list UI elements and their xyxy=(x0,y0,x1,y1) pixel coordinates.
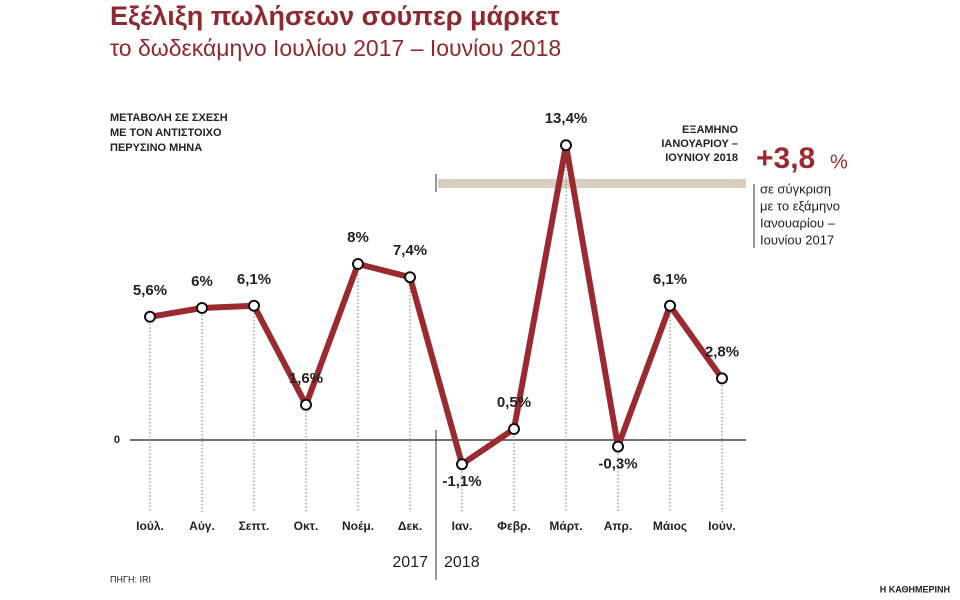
point xyxy=(352,258,364,270)
point xyxy=(248,299,260,312)
chart-subtitle: το δωδεκάμηνο Ιουλίου 2017 – Ιουνίου 201… xyxy=(110,35,561,61)
comparison-note: σε σύγκριση xyxy=(760,181,831,196)
period-note: ΙΟΥΝΙΟΥ 2018 xyxy=(665,152,738,164)
credit: Η ΚΑΘΗΜΕΡΙΝΗ xyxy=(880,584,950,594)
data-label: 13,4% xyxy=(545,110,588,127)
period-note: ΙΑΝΟΥΑΡΙΟΥ – xyxy=(661,138,738,150)
x-tick-label: Οκτ. xyxy=(294,519,319,533)
axis-note: ΠΕΡΥΣΙΝΟ ΜΗΝΑ xyxy=(110,142,202,154)
comparison-note: με το εξάμηνο xyxy=(760,198,840,213)
year-label: 2018 xyxy=(444,554,480,571)
comparison-note: Ιουνίου 2017 xyxy=(760,232,834,247)
point xyxy=(560,139,572,152)
x-tick-label: Ιαν. xyxy=(452,519,473,533)
summary-unit: % xyxy=(830,151,848,173)
x-tick-label: Δεκ. xyxy=(398,519,422,533)
y-tick-label: 0 xyxy=(114,434,120,446)
point xyxy=(664,299,676,312)
data-label: 6% xyxy=(191,273,213,290)
point xyxy=(300,398,312,411)
point xyxy=(144,310,156,323)
data-label: 7,4% xyxy=(393,242,427,259)
x-tick-label: Ιούν. xyxy=(708,519,736,533)
data-label: 5,6% xyxy=(133,282,167,299)
data-label: 0,5% xyxy=(497,394,531,411)
data-label: -0,3% xyxy=(598,456,637,473)
period-note: ΕΞΑΜΗΝΟ xyxy=(682,124,738,136)
x-tick-label: Ιούλ. xyxy=(136,519,164,533)
point xyxy=(508,423,520,435)
point xyxy=(196,302,208,314)
x-tick-label: Φεβρ. xyxy=(497,519,531,533)
period-band xyxy=(438,179,746,188)
point xyxy=(612,440,624,453)
data-label: -1,1% xyxy=(442,473,481,490)
x-tick-label: Απρ. xyxy=(604,519,633,533)
point xyxy=(456,458,468,471)
source: ΠΗΓΗ: IRI xyxy=(110,574,151,584)
axis-note: ΜΕΤΑΒΟΛΗ ΣΕ ΣΧΕΣΗ xyxy=(110,112,228,124)
data-label: 6,1% xyxy=(653,271,687,288)
x-tick-label: Μάρτ. xyxy=(549,519,582,533)
x-tick-label: Σεπτ. xyxy=(239,519,270,533)
year-label: 2017 xyxy=(392,554,428,571)
x-tick-label: Νοέμ. xyxy=(342,519,374,533)
comparison-note: Ιανουαρίου – xyxy=(760,215,836,230)
point xyxy=(404,271,416,284)
data-label: 2,8% xyxy=(705,343,739,360)
point xyxy=(716,372,728,385)
axis-note: ΜΕ ΤΟΝ ΑΝΤΙΣΤΟΙΧΟ xyxy=(110,127,222,139)
x-tick-label: Αύγ. xyxy=(189,519,215,533)
data-label: 6,1% xyxy=(237,271,271,288)
chart-title: Εξέλιξη πωλήσεων σούπερ μάρκετ xyxy=(110,1,560,31)
x-tick-label: Μάιος xyxy=(653,519,687,533)
data-label: 1,6% xyxy=(289,370,323,387)
data-label: 8% xyxy=(347,229,369,246)
series-line xyxy=(149,142,725,468)
summary-value: +3,8 xyxy=(756,142,815,175)
